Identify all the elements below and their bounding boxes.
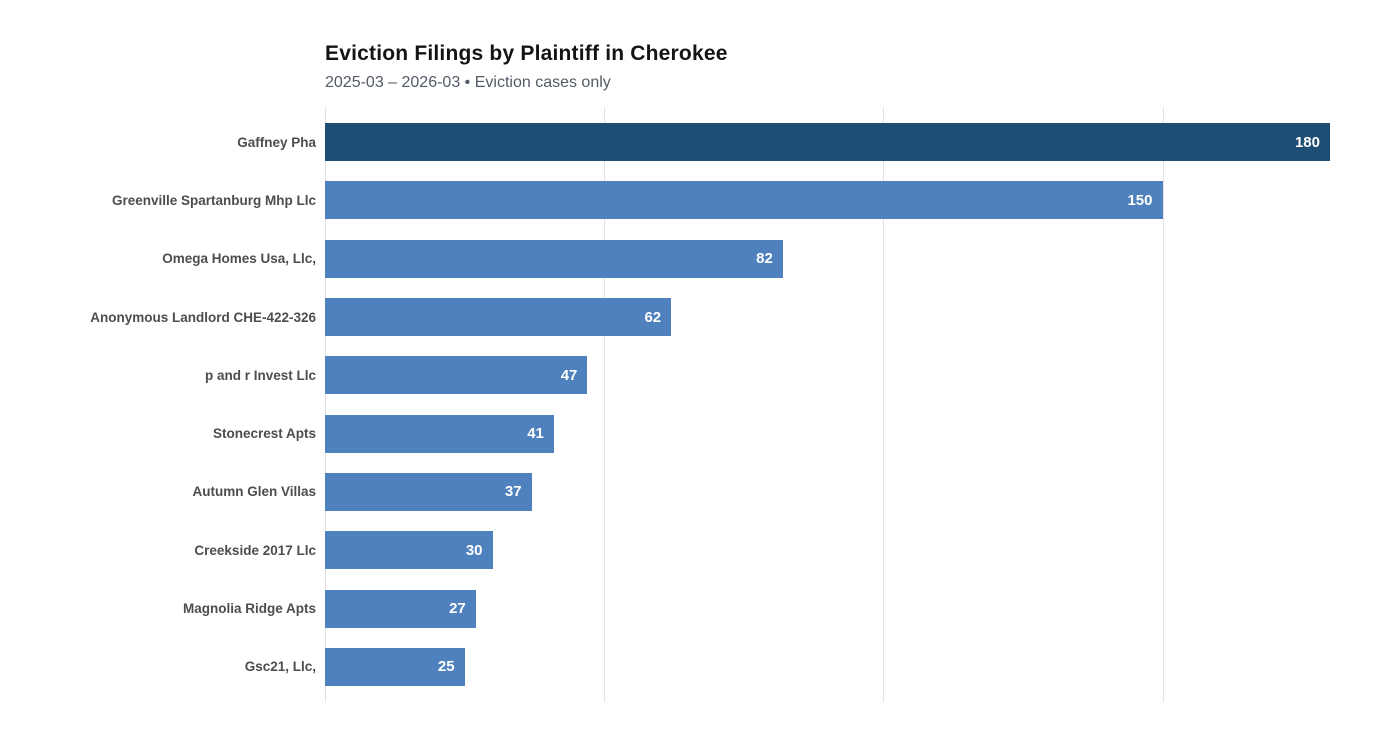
- gridline-x-100: [883, 107, 885, 702]
- bar-row: Magnolia Ridge Apts 27: [0, 579, 1390, 637]
- gridline-x-150: [1162, 107, 1164, 702]
- value-label: 62: [644, 308, 662, 326]
- value-label: 150: [1127, 191, 1153, 209]
- value-label: 47: [560, 366, 578, 384]
- gridline-x-50: [604, 107, 606, 702]
- bar: 180: [325, 123, 1330, 162]
- bar-track: 150: [325, 171, 1330, 229]
- bar: 150: [325, 181, 1163, 220]
- bar-track: 25: [325, 638, 1330, 696]
- bar: 41: [325, 414, 554, 453]
- bar: 25: [325, 647, 465, 686]
- category-label: Stonecrest Apts: [212, 426, 316, 442]
- category-label: Omega Homes Usa, Llc,: [162, 251, 316, 267]
- bar-row: Stonecrest Apts 41: [0, 404, 1390, 462]
- bar-row: Greenville Spartanburg Mhp Llc 150: [0, 171, 1390, 229]
- bar-track: 30: [325, 521, 1330, 579]
- value-label: 82: [756, 250, 773, 268]
- value-label: 41: [527, 425, 544, 443]
- bar-row: Anonymous Landlord CHE-422-326 62: [0, 288, 1390, 346]
- bar-track: 41: [325, 404, 1330, 462]
- bar-track: 180: [325, 113, 1330, 171]
- bar-row: Omega Homes Usa, Llc, 82: [0, 230, 1390, 288]
- category-label: Gsc21, Llc,: [244, 659, 316, 675]
- plot-gridlines: [325, 107, 1330, 702]
- category-label: Anonymous Landlord CHE-422-326: [90, 309, 316, 325]
- bar-row: Gsc21, Llc, 25: [0, 638, 1390, 696]
- category-label: Magnolia Ridge Apts: [182, 601, 316, 617]
- bar-rows: Gaffney Pha 180 Greenville Spartanburg Mhp…: [0, 107, 1390, 702]
- category-label: p and r Invest Llc: [204, 367, 316, 383]
- bar-row: Gaffney Pha 180: [0, 113, 1390, 171]
- category-label: Gaffney Pha: [237, 134, 316, 150]
- chart-subtitle: 2025-03 – 2026-03 • Eviction cases only: [325, 74, 611, 91]
- bar: 30: [325, 531, 493, 570]
- chart-header: Eviction Filings by Plaintiff in Cheroke…: [325, 41, 1325, 92]
- bar-row: Autumn Glen Villas 37: [0, 463, 1390, 521]
- bar-track: 37: [325, 463, 1330, 521]
- bar-row: p and r Invest Llc 47: [0, 346, 1390, 404]
- bar: 47: [325, 356, 588, 395]
- bar-row: Creekside 2017 Llc 30: [0, 521, 1390, 579]
- gridline-x-0: [325, 107, 326, 702]
- bar-track: 62: [325, 288, 1330, 346]
- bar-track: 47: [325, 346, 1330, 404]
- value-label: 37: [504, 483, 522, 501]
- bar: 82: [325, 239, 783, 278]
- bar: 37: [325, 472, 532, 511]
- category-label: Autumn Glen Villas: [192, 484, 316, 500]
- bar: 62: [325, 298, 672, 337]
- category-label: Greenville Spartanburg Mhp Llc: [111, 192, 316, 208]
- bar-track: 27: [325, 579, 1330, 637]
- value-label: 30: [465, 541, 483, 559]
- bar: 27: [325, 589, 476, 628]
- value-label: 27: [449, 600, 466, 618]
- bar-track: 82: [325, 230, 1330, 288]
- value-label: 25: [437, 658, 455, 676]
- chart-title: Eviction Filings by Plaintiff in Cheroke…: [325, 42, 728, 65]
- value-label: 180: [1294, 133, 1320, 151]
- category-label: Creekside 2017 Llc: [194, 542, 316, 558]
